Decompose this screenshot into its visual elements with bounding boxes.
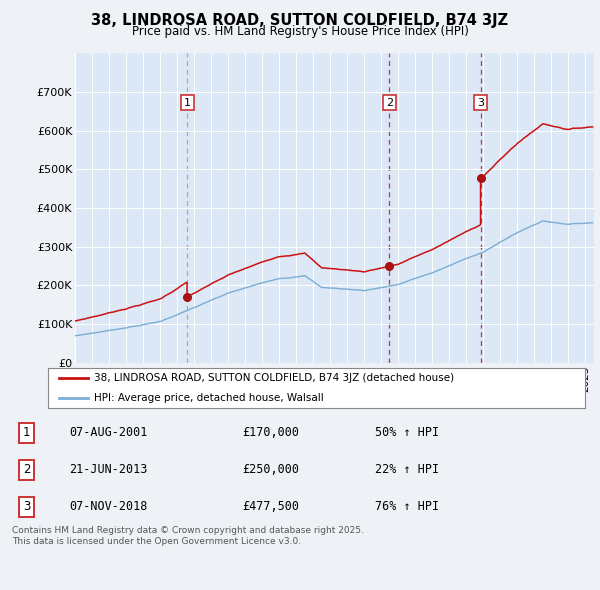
Text: 50% ↑ HPI: 50% ↑ HPI <box>375 426 439 439</box>
Text: £477,500: £477,500 <box>242 500 299 513</box>
Text: £250,000: £250,000 <box>242 463 299 476</box>
Text: 3: 3 <box>477 98 484 107</box>
Text: 1: 1 <box>184 98 191 107</box>
Text: 22% ↑ HPI: 22% ↑ HPI <box>375 463 439 476</box>
Text: £170,000: £170,000 <box>242 426 299 439</box>
Text: 2: 2 <box>23 463 30 476</box>
Text: 1: 1 <box>23 426 30 439</box>
Text: HPI: Average price, detached house, Walsall: HPI: Average price, detached house, Wals… <box>94 394 323 403</box>
Text: Price paid vs. HM Land Registry's House Price Index (HPI): Price paid vs. HM Land Registry's House … <box>131 25 469 38</box>
Text: 07-AUG-2001: 07-AUG-2001 <box>70 426 148 439</box>
Text: 07-NOV-2018: 07-NOV-2018 <box>70 500 148 513</box>
Text: 2: 2 <box>386 98 393 107</box>
Text: 76% ↑ HPI: 76% ↑ HPI <box>375 500 439 513</box>
Text: 21-JUN-2013: 21-JUN-2013 <box>70 463 148 476</box>
Text: 38, LINDROSA ROAD, SUTTON COLDFIELD, B74 3JZ: 38, LINDROSA ROAD, SUTTON COLDFIELD, B74… <box>91 13 509 28</box>
Text: Contains HM Land Registry data © Crown copyright and database right 2025.
This d: Contains HM Land Registry data © Crown c… <box>12 526 364 546</box>
Text: 3: 3 <box>23 500 30 513</box>
Text: 38, LINDROSA ROAD, SUTTON COLDFIELD, B74 3JZ (detached house): 38, LINDROSA ROAD, SUTTON COLDFIELD, B74… <box>94 373 454 383</box>
